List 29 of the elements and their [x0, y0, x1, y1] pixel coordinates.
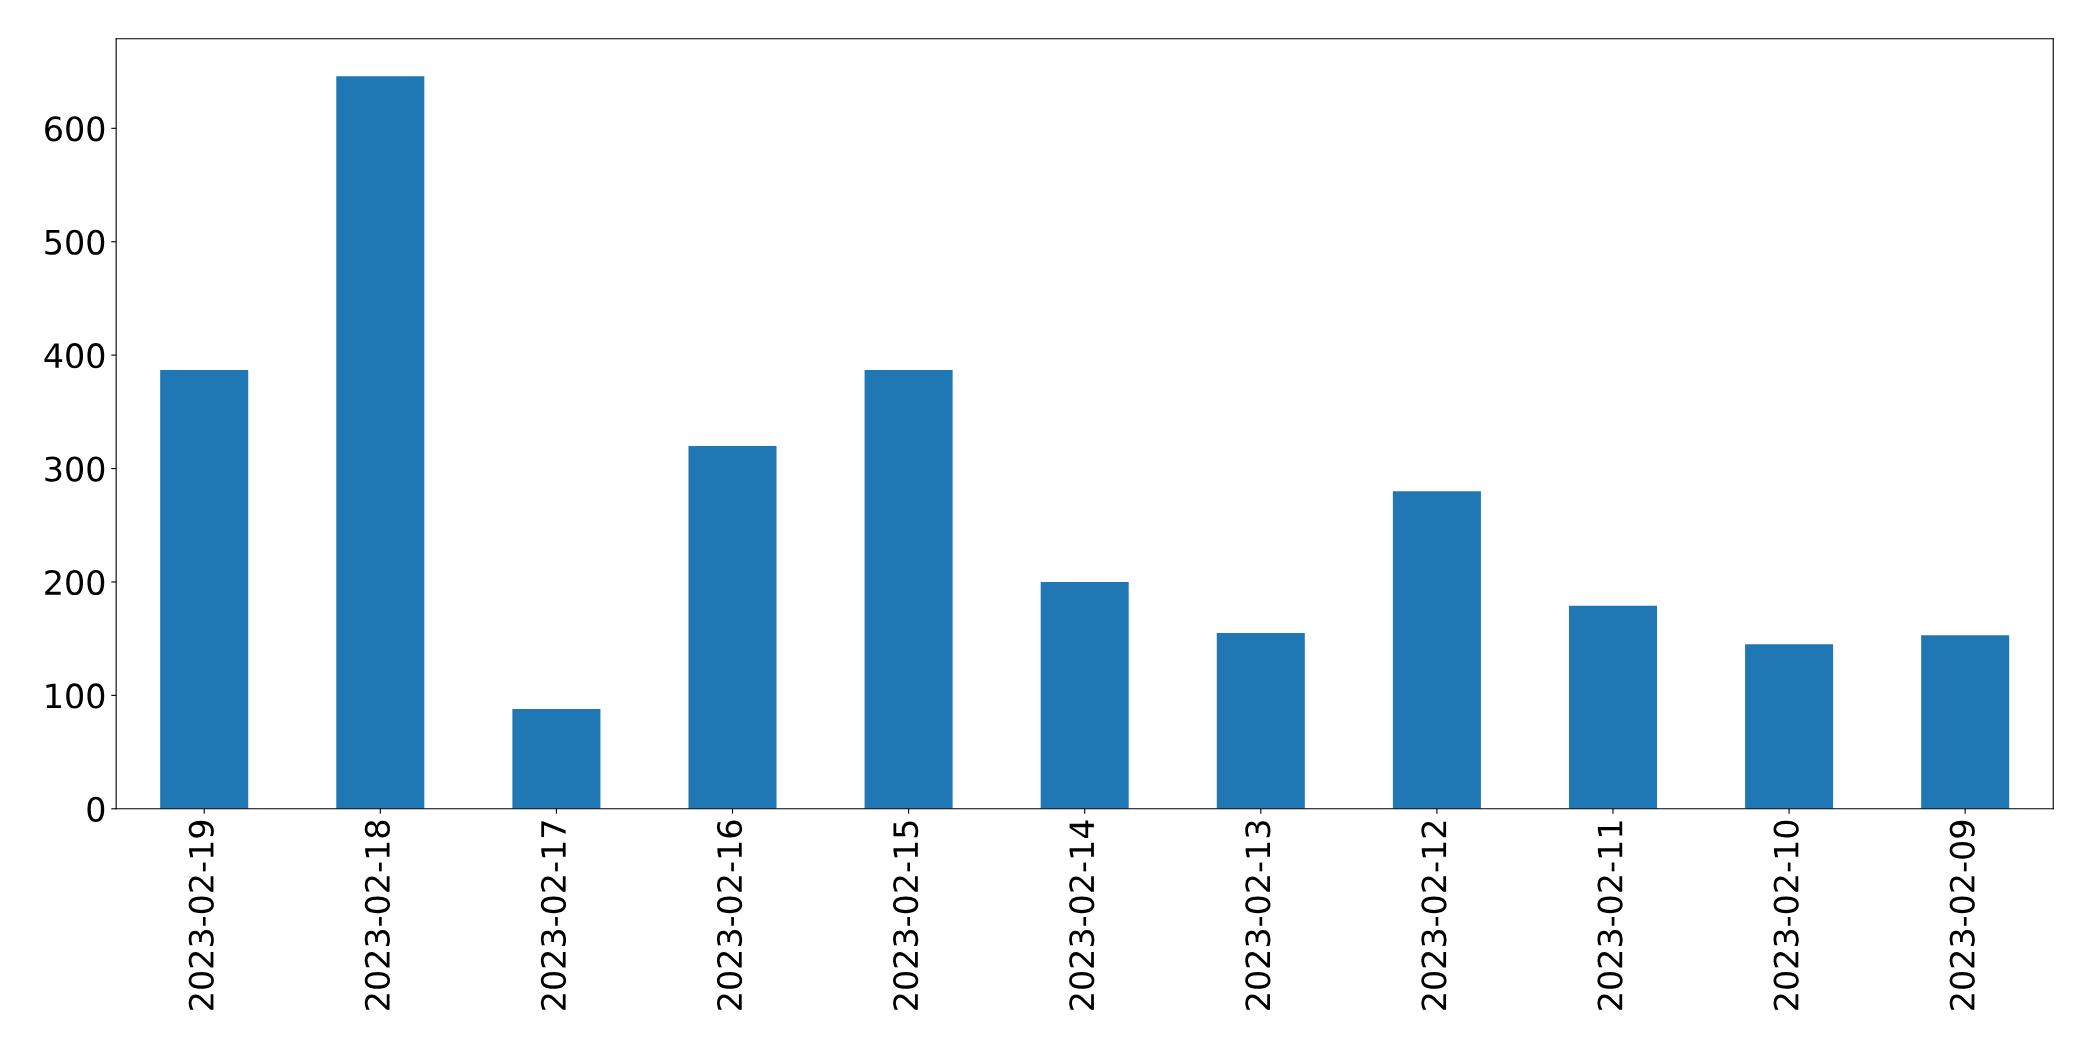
bar — [1921, 635, 2010, 809]
bar — [1568, 605, 1658, 809]
bar — [864, 369, 953, 809]
x-tick-label: 2023-02-18 — [364, 820, 390, 1010]
bar — [160, 369, 249, 809]
x-tick-label: 2023-02-13 — [1245, 821, 1271, 1010]
bar — [1392, 491, 1481, 809]
y-tick-label: 300 — [45, 456, 105, 482]
x-tick-label: 2023-02-09 — [1949, 820, 1975, 1010]
bar — [688, 445, 777, 809]
y-tick-label: 0 — [87, 796, 105, 822]
x-tick-label: 2023-02-14 — [1069, 820, 1095, 1010]
bar — [512, 709, 601, 809]
y-tick-label: 400 — [44, 343, 105, 369]
x-tick-label: 2023-02-17 — [540, 821, 567, 1010]
bar — [1745, 644, 1834, 809]
x-tick-label: 2023-02-10 — [1773, 820, 1799, 1010]
y-tick-label: 200 — [45, 569, 105, 596]
y-tick-label: 100 — [46, 683, 105, 709]
bar — [1216, 633, 1305, 809]
x-tick-label: 2023-02-19 — [188, 820, 214, 1010]
y-tick-label: 500 — [45, 229, 105, 255]
x-tick-label: 2023-02-16 — [716, 820, 743, 1010]
x-tick-label: 2023-02-11 — [1597, 821, 1623, 1010]
bar — [336, 76, 425, 809]
x-tick-label: 2023-02-15 — [893, 821, 919, 1010]
y-tick-label: 600 — [45, 116, 105, 142]
bar — [1040, 581, 1129, 809]
x-tick-label: 2023-02-12 — [1421, 821, 1447, 1010]
